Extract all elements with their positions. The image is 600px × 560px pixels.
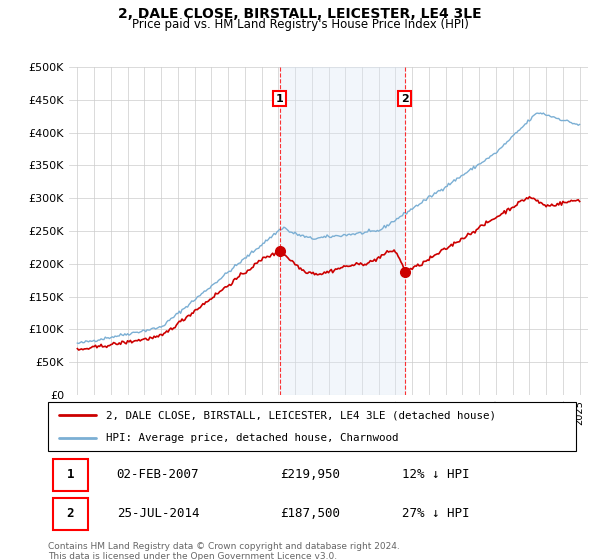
- Text: £219,950: £219,950: [280, 468, 340, 481]
- Text: £187,500: £187,500: [280, 507, 340, 520]
- Bar: [280, 67, 405, 395]
- FancyBboxPatch shape: [53, 498, 88, 530]
- Text: Price paid vs. HM Land Registry's House Price Index (HPI): Price paid vs. HM Land Registry's House …: [131, 18, 469, 31]
- Text: 02-FEB-2007: 02-FEB-2007: [116, 468, 199, 481]
- FancyBboxPatch shape: [53, 459, 88, 491]
- Text: HPI: Average price, detached house, Charnwood: HPI: Average price, detached house, Char…: [106, 433, 398, 444]
- Text: Contains HM Land Registry data © Crown copyright and database right 2024.
This d: Contains HM Land Registry data © Crown c…: [48, 542, 400, 560]
- Text: 1: 1: [276, 94, 284, 104]
- Text: 12% ↓ HPI: 12% ↓ HPI: [402, 468, 469, 481]
- Text: 2, DALE CLOSE, BIRSTALL, LEICESTER, LE4 3LE (detached house): 2, DALE CLOSE, BIRSTALL, LEICESTER, LE4 …: [106, 410, 496, 421]
- Text: 2: 2: [67, 507, 74, 520]
- Text: 25-JUL-2014: 25-JUL-2014: [116, 507, 199, 520]
- Text: 2: 2: [401, 94, 409, 104]
- Text: 2, DALE CLOSE, BIRSTALL, LEICESTER, LE4 3LE: 2, DALE CLOSE, BIRSTALL, LEICESTER, LE4 …: [118, 7, 482, 21]
- Text: 27% ↓ HPI: 27% ↓ HPI: [402, 507, 469, 520]
- Text: 1: 1: [67, 468, 74, 481]
